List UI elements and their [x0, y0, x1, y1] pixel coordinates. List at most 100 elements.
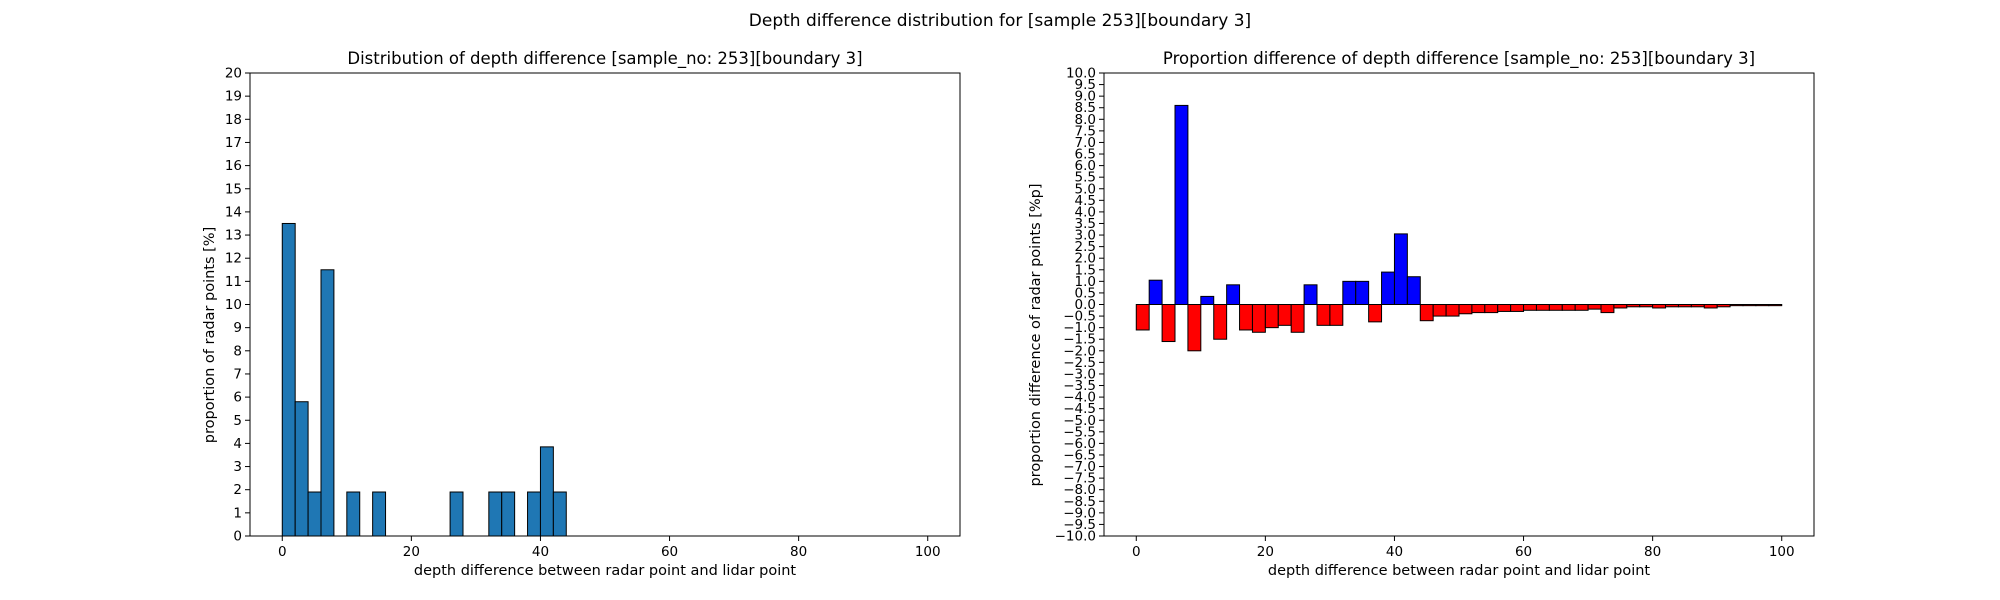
y-tick-label: 1.5	[1075, 262, 1096, 278]
y-tick-label: 10	[225, 297, 242, 313]
y-tick-label: −7.5	[1063, 471, 1096, 487]
y-tick-label: 8.0	[1075, 112, 1096, 128]
bar	[1187, 304, 1202, 352]
bars	[1135, 104, 1783, 352]
y-tick-label: −1.5	[1063, 332, 1096, 348]
bar	[1290, 304, 1305, 333]
y-tick-label: 5.5	[1075, 170, 1096, 186]
bar	[1303, 284, 1318, 306]
y-tick-label: 3.5	[1075, 216, 1096, 232]
y-tick-label: 9.0	[1075, 89, 1096, 105]
bar	[1716, 304, 1731, 308]
bar	[1239, 304, 1253, 331]
y-tick-label: 6	[233, 390, 242, 406]
bar	[449, 491, 464, 537]
y-tick-label: 8.5	[1075, 100, 1096, 116]
bar	[1355, 280, 1370, 306]
bar	[1729, 304, 1744, 307]
y-tick-label: 15	[225, 181, 242, 197]
bar	[1381, 271, 1395, 305]
y-tick-label: 18	[225, 112, 242, 128]
y-tick-label: 4	[233, 436, 242, 452]
y-tick-label: 10.0	[1066, 66, 1096, 82]
left-chart-xlabel: depth difference between radar point and…	[414, 563, 797, 579]
bar	[1251, 304, 1266, 333]
bar	[1161, 304, 1176, 343]
bar	[1264, 304, 1279, 329]
bar	[307, 491, 322, 537]
y-tick-label: 8	[233, 343, 242, 359]
figure-suptitle: Depth difference distribution for [sampl…	[749, 11, 1251, 31]
y-tick-label: −1.0	[1063, 320, 1096, 336]
bar	[1329, 304, 1344, 326]
right-chart: Proportion difference of depth differenc…	[1028, 49, 1815, 579]
bar	[1574, 304, 1589, 311]
y-tick-label: −4.0	[1063, 390, 1096, 406]
left-chart-ylabel: proportion of radar points [%]	[202, 227, 218, 443]
bar	[1768, 304, 1783, 307]
bar	[1200, 295, 1215, 305]
y-tick-label: 20	[225, 66, 242, 82]
bar	[1316, 304, 1331, 326]
bar	[488, 491, 503, 537]
right-chart-title: Proportion difference of depth differenc…	[1163, 49, 1755, 69]
bar	[1677, 304, 1692, 308]
y-tick-label: −7.0	[1063, 459, 1096, 475]
y-tick-label: 13	[225, 228, 242, 244]
y-tick-label: 5.0	[1075, 181, 1096, 197]
y-tick-label: 0.0	[1075, 297, 1096, 313]
bar	[1523, 304, 1537, 311]
bar	[552, 491, 567, 537]
bar	[372, 491, 387, 537]
bar	[1432, 304, 1447, 317]
x-tick-label: 100	[915, 544, 941, 560]
y-tick-label: −2.5	[1063, 355, 1096, 371]
bar	[1484, 304, 1499, 314]
plot-frame	[1103, 72, 1815, 537]
x-tick-label: 0	[1132, 544, 1141, 560]
y-tick-label: −8.5	[1063, 494, 1096, 510]
x-tick-label: 20	[1257, 544, 1274, 560]
bar	[1213, 304, 1228, 340]
bar	[1406, 276, 1421, 306]
bar	[1445, 304, 1460, 317]
y-tick-label: 1	[233, 505, 242, 521]
y-tick-label: −3.5	[1063, 378, 1096, 394]
bar	[1419, 304, 1434, 322]
bar	[1600, 304, 1615, 314]
bar	[1368, 304, 1383, 323]
y-tick-label: −9.0	[1063, 505, 1096, 521]
y-tick-label: −9.5	[1063, 517, 1096, 533]
bar	[1458, 304, 1473, 315]
x-tick-label: 40	[532, 544, 549, 560]
bar	[1148, 279, 1163, 306]
y-tick-label: 0	[233, 529, 242, 545]
y-tick-label: 3	[233, 459, 242, 475]
y-tick-label: −3.0	[1063, 366, 1096, 382]
y-tick-label: 14	[225, 204, 242, 220]
y-tick-label: −0.5	[1063, 309, 1096, 325]
bar	[346, 491, 361, 537]
bar	[1535, 304, 1550, 311]
bar	[501, 491, 516, 537]
y-tick-label: −2.0	[1063, 343, 1096, 359]
y-tick-label: −5.5	[1063, 424, 1096, 440]
y-tick-label: 11	[225, 274, 242, 290]
bar	[1497, 304, 1512, 312]
x-tick-label: 80	[1644, 544, 1661, 560]
bar	[1690, 304, 1705, 308]
x-tick-label: 0	[278, 544, 287, 560]
bar	[320, 269, 335, 537]
y-tick-label: 6.0	[1075, 158, 1096, 174]
y-tick-label: 2.5	[1075, 239, 1096, 255]
bars	[281, 222, 567, 537]
x-tick-label: 100	[1769, 544, 1795, 560]
bar	[1510, 304, 1525, 312]
y-tick-label: 7	[233, 366, 242, 382]
plot-frame	[249, 72, 961, 537]
bar	[1587, 304, 1602, 310]
bar	[1703, 304, 1718, 309]
y-tick-label: −6.5	[1063, 447, 1096, 463]
y-tick-label: 19	[225, 89, 242, 105]
